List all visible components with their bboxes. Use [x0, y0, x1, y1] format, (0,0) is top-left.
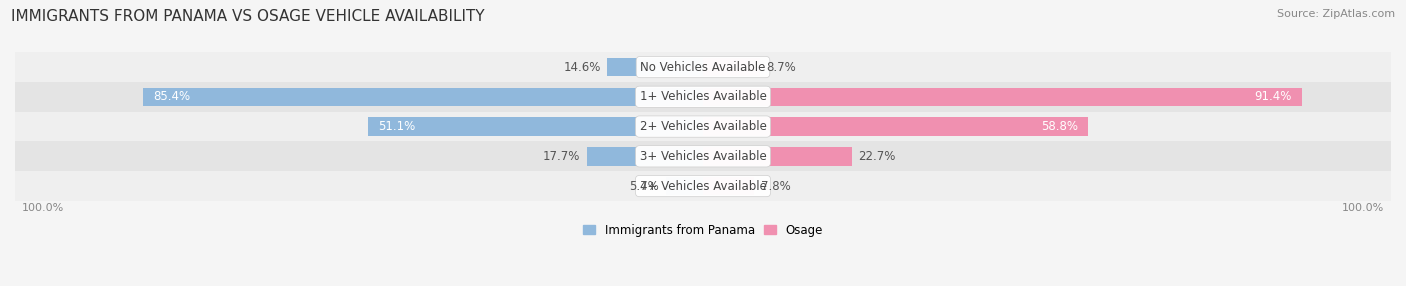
Bar	[703, 88, 1302, 106]
Text: 1+ Vehicles Available: 1+ Vehicles Available	[640, 90, 766, 103]
Bar	[703, 177, 754, 195]
Bar	[15, 142, 1391, 171]
Text: 14.6%: 14.6%	[564, 61, 600, 74]
Bar	[15, 82, 1391, 112]
Text: 3+ Vehicles Available: 3+ Vehicles Available	[640, 150, 766, 163]
Text: 2+ Vehicles Available: 2+ Vehicles Available	[640, 120, 766, 133]
Text: Source: ZipAtlas.com: Source: ZipAtlas.com	[1277, 9, 1395, 19]
Text: No Vehicles Available: No Vehicles Available	[640, 61, 766, 74]
Text: 5.7%: 5.7%	[630, 180, 659, 192]
Bar	[368, 117, 703, 136]
Bar	[703, 117, 1088, 136]
Bar	[15, 171, 1391, 201]
Text: 8.7%: 8.7%	[766, 61, 796, 74]
Text: IMMIGRANTS FROM PANAMA VS OSAGE VEHICLE AVAILABILITY: IMMIGRANTS FROM PANAMA VS OSAGE VEHICLE …	[11, 9, 485, 23]
Bar	[15, 112, 1391, 142]
Text: 7.8%: 7.8%	[761, 180, 790, 192]
Text: 85.4%: 85.4%	[153, 90, 190, 103]
Text: 100.0%: 100.0%	[1343, 203, 1385, 213]
Text: 22.7%: 22.7%	[858, 150, 896, 163]
Text: 51.1%: 51.1%	[378, 120, 415, 133]
Text: 58.8%: 58.8%	[1042, 120, 1078, 133]
Text: 100.0%: 100.0%	[21, 203, 63, 213]
Bar	[588, 147, 703, 166]
Legend: Immigrants from Panama, Osage: Immigrants from Panama, Osage	[583, 224, 823, 237]
Bar	[703, 147, 852, 166]
Bar	[607, 58, 703, 76]
Bar	[15, 52, 1391, 82]
Bar	[703, 58, 761, 76]
Text: 91.4%: 91.4%	[1254, 90, 1292, 103]
Bar	[665, 177, 703, 195]
Text: 17.7%: 17.7%	[543, 150, 581, 163]
Bar	[143, 88, 703, 106]
Text: 4+ Vehicles Available: 4+ Vehicles Available	[640, 180, 766, 192]
